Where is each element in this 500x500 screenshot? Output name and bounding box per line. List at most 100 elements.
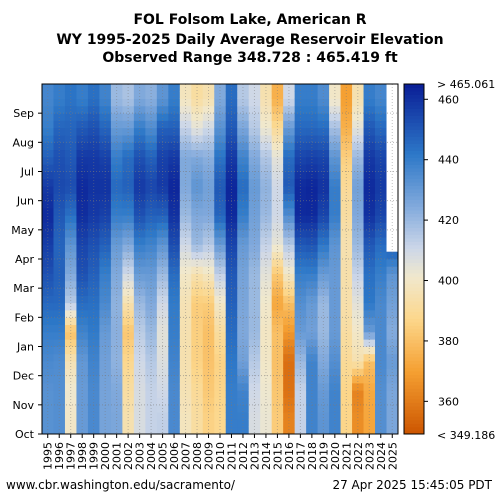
heatmap-cell	[191, 397, 204, 406]
heatmap-cell	[133, 302, 146, 311]
heatmap-cell	[306, 288, 319, 296]
heatmap-cell	[122, 229, 135, 238]
heatmap-column-2021	[340, 84, 353, 435]
colorbar-segment	[404, 108, 424, 113]
heatmap-cell	[340, 412, 353, 420]
heatmap-cell	[317, 98, 330, 107]
heatmap-cell	[260, 368, 273, 377]
heatmap-cell	[329, 91, 341, 99]
heatmap-cell	[156, 331, 169, 340]
heatmap-cell	[122, 273, 135, 282]
heatmap-cell	[340, 186, 353, 194]
heatmap-cell	[87, 193, 100, 202]
colorbar-segment	[404, 350, 424, 354]
colorbar-segment	[404, 98, 424, 102]
heatmap-cell	[53, 426, 66, 435]
heatmap-cell	[363, 171, 376, 180]
colorbar-segment	[404, 339, 424, 344]
colorbar-segment	[404, 329, 424, 333]
heatmap-cell	[248, 375, 261, 384]
heatmap-cell	[202, 149, 215, 158]
heatmap-cell	[202, 186, 215, 194]
heatmap-cell	[283, 361, 296, 369]
heatmap-cell	[156, 171, 169, 180]
colorbar-segment	[404, 269, 424, 274]
heatmap-cell	[260, 120, 273, 129]
heatmap-cell	[110, 200, 123, 209]
heatmap-cell	[87, 222, 100, 231]
heatmap-cell	[145, 382, 158, 391]
heatmap-cell	[64, 331, 77, 340]
colorbar-segment	[404, 308, 424, 312]
heatmap-cell	[317, 113, 330, 121]
heatmap-cell	[260, 361, 273, 369]
heatmap-cell	[271, 207, 284, 216]
heatmap-cell	[329, 390, 341, 398]
heatmap-cell	[352, 368, 364, 377]
heatmap-cell	[156, 419, 169, 428]
heatmap-cell	[283, 382, 296, 391]
y-tick-label-apr: Apr	[15, 253, 35, 266]
heatmap-cell	[248, 353, 261, 362]
heatmap-cell	[202, 251, 215, 260]
heatmap-cell	[294, 215, 307, 223]
heatmap-cell	[248, 317, 261, 326]
heatmap-cell	[375, 280, 387, 289]
heatmap-cell	[42, 186, 54, 194]
heatmap-cell	[76, 215, 89, 223]
heatmap-cell	[191, 113, 204, 121]
colorbar-segment	[404, 294, 424, 298]
x-tick-label-1997: 1997	[65, 442, 78, 470]
heatmap-cell	[306, 98, 319, 107]
heatmap-cell	[248, 215, 261, 223]
heatmap-cell	[329, 419, 341, 428]
heatmap-cell	[214, 120, 227, 129]
heatmap-cell	[294, 127, 307, 136]
heatmap-cell	[99, 186, 112, 194]
heatmap-cell	[329, 105, 341, 114]
heatmap-cell	[122, 178, 135, 187]
colorbar-segment	[404, 262, 424, 267]
colorbar-top-label: > 465.061	[437, 78, 495, 91]
heatmap-cell	[64, 149, 77, 158]
heatmap-cell	[76, 390, 89, 398]
heatmap-cell	[133, 266, 146, 274]
heatmap-cell	[214, 346, 227, 355]
heatmap-cell	[248, 222, 261, 231]
heatmap-cell	[375, 193, 387, 202]
heatmap-cell	[363, 222, 376, 231]
heatmap-cell	[42, 382, 54, 391]
heatmap-cell	[317, 178, 330, 187]
x-tick-label-2020: 2020	[329, 442, 342, 470]
heatmap-cell	[306, 295, 319, 304]
heatmap-cell	[375, 273, 387, 282]
heatmap-cell	[375, 331, 387, 340]
heatmap-cell	[329, 207, 341, 216]
heatmap-cell	[329, 222, 341, 231]
heatmap-cell	[352, 251, 364, 260]
heatmap-cell	[317, 200, 330, 209]
heatmap-cell	[191, 207, 204, 216]
heatmap-cell	[122, 288, 135, 296]
heatmap-cell	[64, 200, 77, 209]
heatmap-cell	[168, 178, 181, 187]
heatmap-cell	[191, 105, 204, 114]
heatmap-cell	[283, 244, 296, 253]
heatmap-cell	[133, 127, 146, 136]
heatmap-cell	[294, 178, 307, 187]
heatmap-cell	[225, 207, 238, 216]
heatmap-cell	[363, 251, 376, 260]
heatmap-cell	[64, 164, 77, 172]
heatmap-cell	[352, 105, 364, 114]
heatmap-cell	[317, 164, 330, 172]
heatmap-cell	[64, 317, 77, 326]
y-tick-label-sep: Sep	[13, 107, 34, 120]
heatmap-cell	[248, 251, 261, 260]
heatmap-cell	[340, 368, 353, 377]
heatmap-cell	[237, 346, 250, 355]
heatmap-cell	[352, 390, 364, 398]
heatmap-cell	[260, 98, 273, 107]
heatmap-cell	[283, 120, 296, 129]
heatmap-cell	[99, 419, 112, 428]
colorbar-segment	[404, 101, 424, 106]
